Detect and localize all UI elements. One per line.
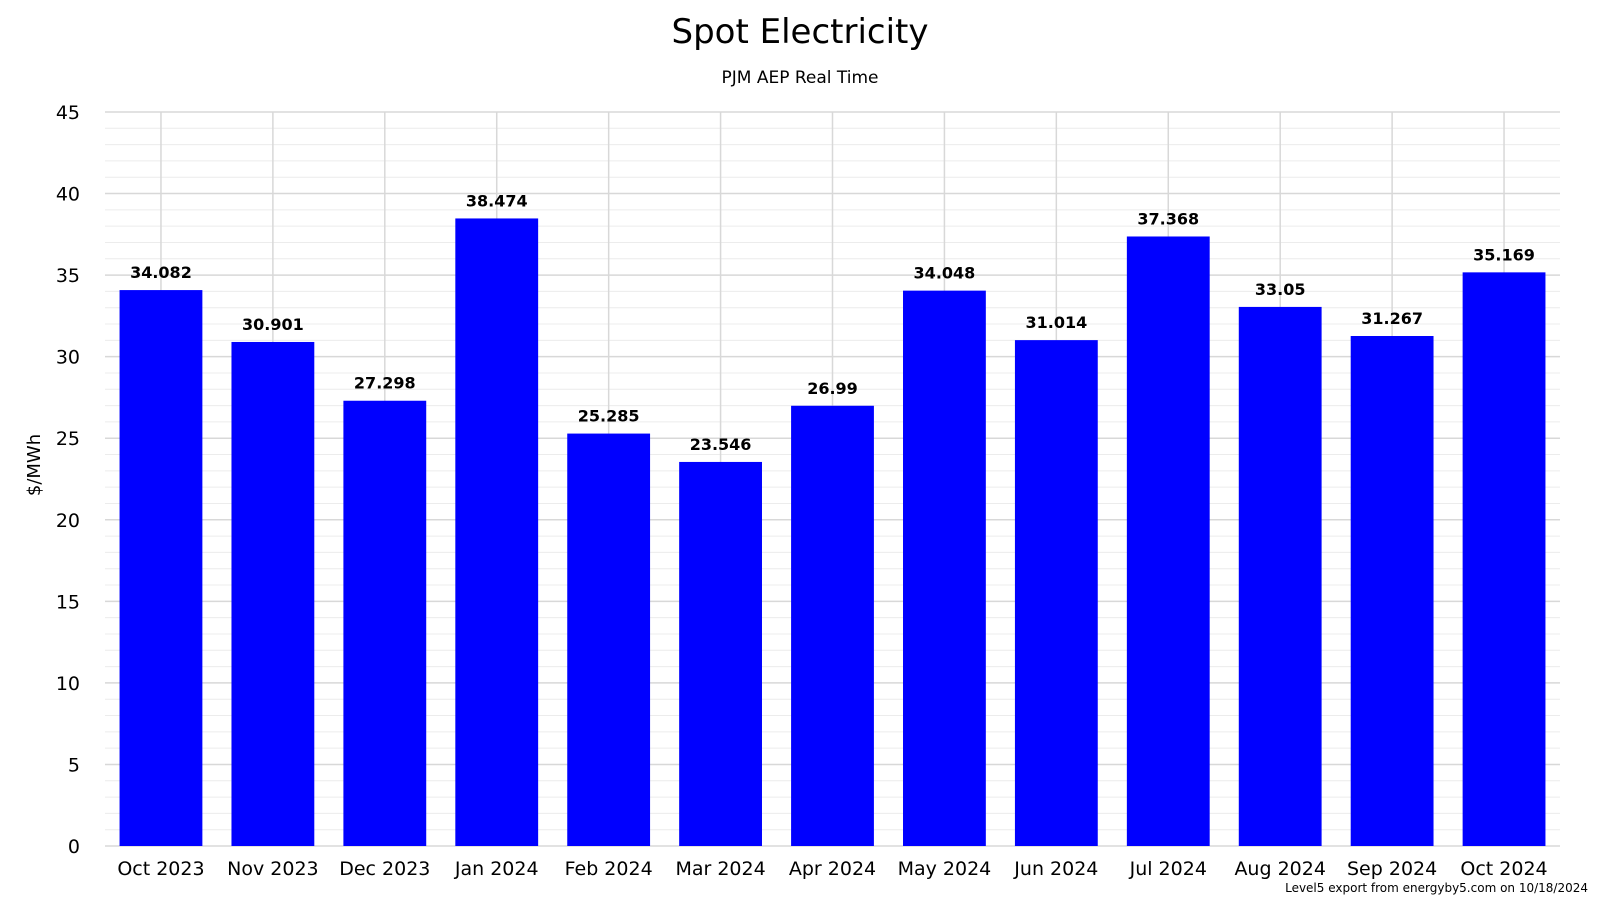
y-tick-label: 25	[56, 428, 80, 450]
bar	[567, 433, 651, 846]
x-tick-label: Feb 2024	[565, 858, 653, 880]
y-tick-label: 15	[56, 591, 80, 613]
bar-value-label: 30.901	[242, 315, 304, 334]
bar	[231, 341, 315, 846]
bar	[791, 405, 874, 846]
bar	[455, 218, 539, 847]
y-tick-label: 35	[56, 265, 80, 287]
y-tick-label: 20	[56, 510, 80, 532]
x-tick-label: Mar 2024	[675, 858, 765, 880]
bar	[903, 290, 986, 846]
x-tick-label: Nov 2023	[227, 858, 318, 880]
y-tick-label: 40	[56, 184, 80, 206]
y-axis-title: $/MWh	[24, 434, 45, 496]
bar	[1238, 306, 1322, 846]
bar-value-label: 31.267	[1361, 309, 1423, 328]
y-tick-label: 30	[56, 347, 80, 369]
bar	[1014, 340, 1098, 846]
x-tick-label: Oct 2024	[1460, 858, 1547, 880]
bar-value-label: 35.169	[1473, 245, 1535, 264]
bar-value-label: 31.014	[1025, 313, 1087, 332]
x-tick-label: Aug 2024	[1234, 858, 1326, 880]
chart-title: Spot Electricity	[672, 12, 929, 52]
x-tick-label: Sep 2024	[1347, 858, 1437, 880]
chart-subtitle: PJM AEP Real Time	[721, 68, 878, 88]
y-tick-label: 10	[56, 673, 80, 695]
data-labels: 34.082 30.901 27.298 38.474 25.285 23.546 26.9…	[130, 191, 1535, 453]
x-tick-label: Apr 2024	[789, 858, 876, 880]
x-tick-label: Dec 2023	[339, 858, 430, 880]
x-tick-label: Jun 2024	[1013, 858, 1098, 880]
x-tick-label: May 2024	[898, 858, 992, 880]
bar-value-label: 27.298	[354, 374, 416, 393]
x-tick-label: Oct 2023	[117, 858, 204, 880]
y-tick-label: 5	[68, 754, 80, 776]
bar-value-label: 34.082	[130, 263, 192, 282]
bar-value-label: 26.99	[807, 379, 858, 398]
bar-value-label: 38.474	[466, 191, 528, 210]
tick-labels: 0 5 10 15 20 25 30 35 40 45 Oct 2023 Nov 2023 Dec 20…	[56, 102, 1548, 880]
y-tick-label: 45	[56, 102, 80, 124]
bar-value-label: 37.368	[1137, 209, 1199, 228]
x-tick-label: Jan 2024	[454, 858, 539, 880]
bar-value-label: 23.546	[690, 435, 752, 454]
bars	[119, 218, 1546, 847]
bar	[119, 290, 203, 846]
bar-value-label: 33.05	[1255, 280, 1306, 299]
bar	[343, 400, 427, 846]
x-tick-label: Jul 2024	[1129, 858, 1207, 880]
bar-value-label: 25.285	[578, 407, 640, 426]
export-credit: Level5 export from energyby5.com on 10/1…	[1285, 881, 1588, 895]
bar-value-label: 34.048	[914, 264, 976, 283]
bar	[1462, 272, 1546, 847]
y-tick-label: 0	[68, 836, 80, 858]
bar	[679, 461, 762, 846]
bar	[1350, 336, 1434, 846]
bar	[1126, 236, 1210, 847]
